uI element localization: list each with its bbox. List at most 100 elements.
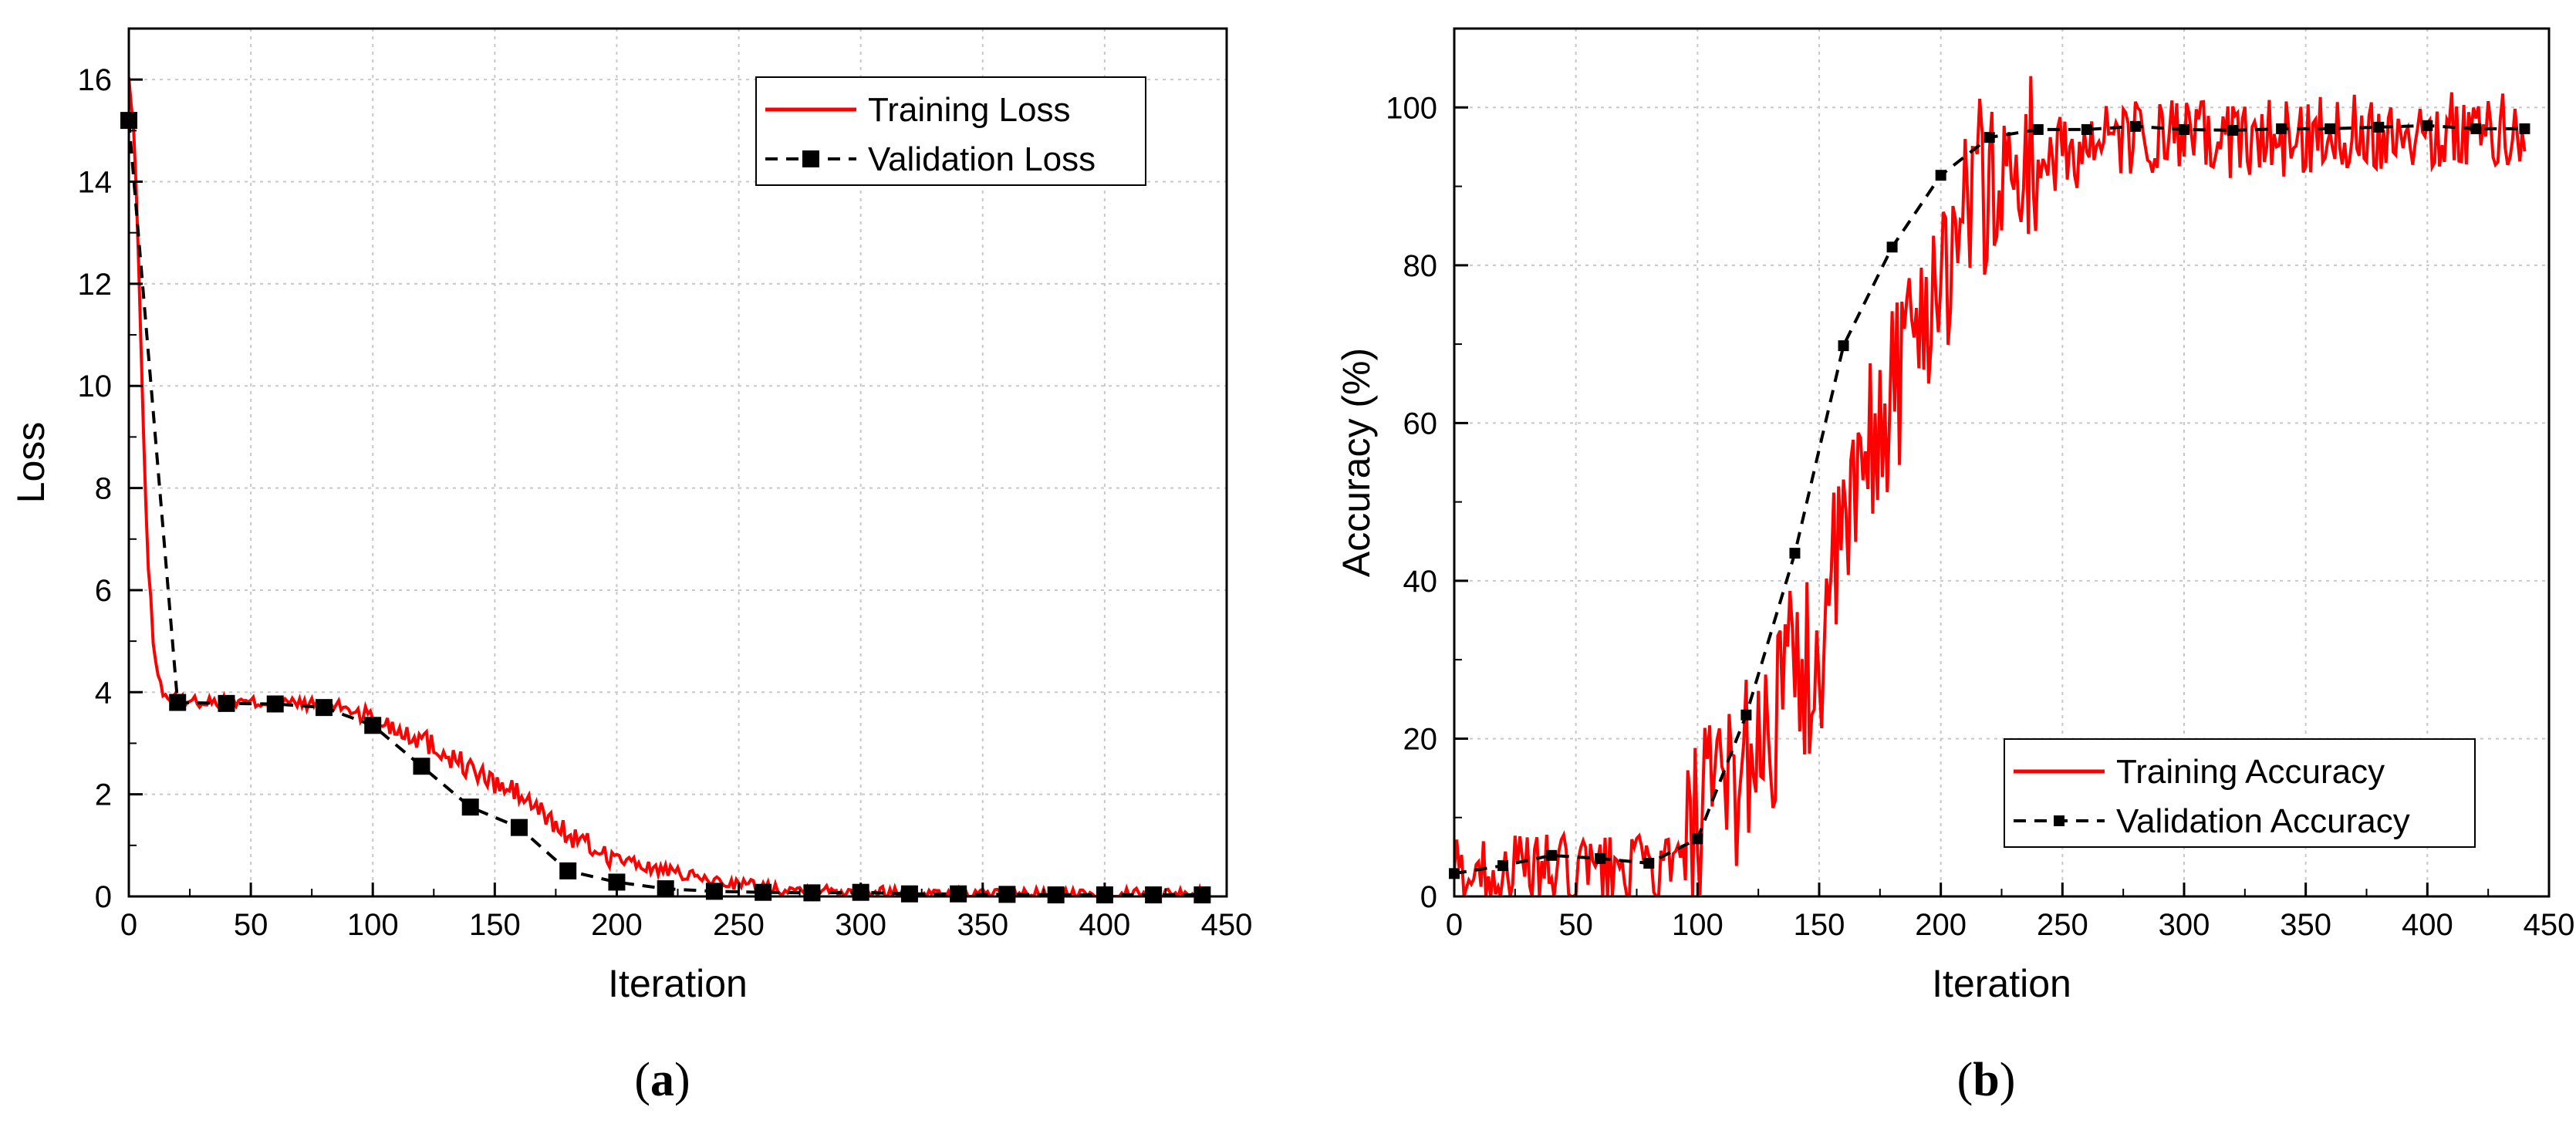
accuracy-validation-point: [1838, 340, 1849, 352]
accuracy-series-training-line: [1454, 76, 2527, 896]
loss-x-tick-label: 100: [347, 908, 399, 942]
loss-validation-point: [608, 873, 626, 891]
accuracy-y-tick-label: 80: [1403, 249, 1438, 283]
accuracy-validation-point: [2373, 121, 2385, 133]
loss-chart-legend-box: [755, 76, 1146, 186]
loss-y-tick-label: 16: [78, 63, 113, 97]
legend-training-accuracy-label: Training Accuracy: [2116, 753, 2385, 791]
accuracy-chart-y-axis-title: Accuracy (%): [1335, 348, 1378, 577]
legend-validation-accuracy-label: Validation Accuracy: [2116, 802, 2410, 840]
accuracy-validation-point: [2276, 123, 2287, 134]
accuracy-x-tick-label: 150: [1794, 908, 1845, 942]
loss-chart-ticks: [127, 78, 1228, 898]
accuracy-y-tick-label: 60: [1403, 407, 1438, 440]
accuracy-chart-tick-labels: 0 50 100 150 200 250 300 350 400 450 0 20 40 60 80 100: [1386, 91, 2574, 942]
accuracy-chart-ticks: [1453, 106, 2551, 898]
loss-y-tick-label: 4: [95, 676, 112, 710]
loss-validation-point: [315, 699, 333, 717]
accuracy-y-tick-label: 20: [1403, 722, 1438, 756]
accuracy-validation-point: [2470, 123, 2482, 134]
loss-x-tick-label: 300: [835, 908, 886, 942]
accuracy-validation-point: [2519, 123, 2530, 134]
loss-y-tick-label: 12: [78, 268, 113, 302]
loss-validation-point: [803, 884, 821, 902]
legend-validation-loss-marker: [802, 150, 819, 167]
loss-y-tick-label: 0: [95, 880, 112, 914]
accuracy-chart-panel: 0 50 100 150 200 250 300 350 400 450020406080100 …: [1335, 27, 2574, 1106]
accuracy-validation-point: [1546, 849, 1558, 861]
accuracy-x-tick-label: 400: [2402, 908, 2453, 942]
accuracy-validation-point: [1643, 858, 1655, 869]
accuracy-validation-point: [1886, 241, 1898, 253]
loss-validation-point: [900, 885, 918, 903]
accuracy-validation-point: [2324, 123, 2336, 134]
loss-validation-point: [1193, 886, 1211, 904]
accuracy-validation-point: [2422, 120, 2433, 131]
loss-x-tick-label: 250: [713, 908, 765, 942]
accuracy-validation-point: [1740, 709, 1752, 721]
loss-validation-point: [461, 798, 479, 816]
loss-chart-series: [120, 77, 1211, 904]
loss-validation-point: [510, 819, 528, 836]
accuracy-x-tick-label: 350: [2280, 908, 2331, 942]
accuracy-x-tick-label: 250: [2037, 908, 2088, 942]
accuracy-chart-legend: Training Accuracy Validation Accuracy: [2004, 738, 2476, 848]
accuracy-x-tick-label: 300: [2159, 908, 2210, 942]
loss-x-tick-label: 150: [469, 908, 521, 942]
loss-chart-caption: (a): [634, 1054, 690, 1106]
accuracy-y-tick-label: 40: [1403, 565, 1438, 599]
loss-chart-panel: 0 50 100 150 200 250 300 350 400 450 0 2 4 6 8 10 12 14 16…: [9, 27, 1253, 1106]
accuracy-validation-point: [2032, 123, 2044, 135]
loss-validation-point: [559, 862, 577, 879]
accuracy-x-tick-label: 200: [1915, 908, 1967, 942]
loss-chart-caption-letter: a: [650, 1054, 674, 1106]
loss-validation-point: [950, 885, 967, 903]
loss-x-tick-label: 50: [234, 908, 268, 942]
loss-chart-x-axis-title: Iteration: [608, 962, 748, 1005]
accuracy-x-tick-label: 50: [1558, 908, 1593, 942]
accuracy-x-tick-label: 0: [1446, 908, 1463, 942]
accuracy-chart-series: [1449, 76, 2530, 896]
accuracy-validation-point: [2227, 124, 2239, 136]
loss-chart-tick-labels: 0 50 100 150 200 250 300 350 400 450 0 2 4 6 8 10 12 14 16: [78, 63, 1253, 942]
accuracy-validation-point: [1497, 860, 1509, 872]
legend-training-loss-label: Training Loss: [868, 91, 1071, 129]
accuracy-x-tick-label: 450: [2524, 908, 2575, 942]
accuracy-validation-point: [1789, 548, 1801, 559]
loss-y-tick-label: 14: [78, 166, 113, 200]
accuracy-x-tick-label: 100: [1672, 908, 1724, 942]
loss-y-tick-label: 8: [95, 472, 112, 506]
loss-x-tick-label: 400: [1079, 908, 1131, 942]
loss-validation-point: [169, 694, 187, 711]
loss-y-tick-label: 6: [95, 574, 112, 608]
accuracy-validation-point: [1692, 833, 1703, 845]
loss-y-tick-label: 10: [78, 370, 113, 403]
loss-validation-point: [657, 880, 674, 898]
loss-x-tick-label: 0: [120, 908, 137, 942]
legend-validation-accuracy-marker: [2054, 815, 2065, 826]
loss-x-tick-label: 450: [1201, 908, 1253, 942]
loss-validation-point: [364, 717, 382, 734]
accuracy-y-tick-label: 0: [1420, 880, 1437, 914]
accuracy-validation-point: [1935, 170, 1946, 181]
loss-validation-point: [1047, 886, 1065, 904]
loss-validation-point: [413, 758, 430, 775]
loss-y-tick-label: 2: [95, 778, 112, 812]
loss-chart-y-axis-title: Loss: [9, 422, 52, 504]
legend-validation-loss-label: Validation Loss: [868, 140, 1096, 178]
loss-validation-point: [755, 883, 772, 901]
loss-chart-grid: [129, 29, 1227, 896]
loss-chart-legend: Training Loss Validation Loss: [755, 76, 1146, 186]
loss-validation-point: [998, 886, 1016, 903]
accuracy-chart-caption-letter: b: [1973, 1054, 1999, 1106]
loss-validation-point: [1145, 886, 1163, 904]
loss-x-tick-label: 350: [957, 908, 1008, 942]
accuracy-validation-point: [1595, 852, 1606, 864]
accuracy-chart-legend-box: [2004, 738, 2476, 848]
accuracy-validation-point: [1983, 132, 1995, 143]
accuracy-validation-point: [2081, 123, 2092, 135]
accuracy-chart-x-axis-title: Iteration: [1932, 962, 2071, 1005]
accuracy-validation-point: [2179, 123, 2189, 135]
